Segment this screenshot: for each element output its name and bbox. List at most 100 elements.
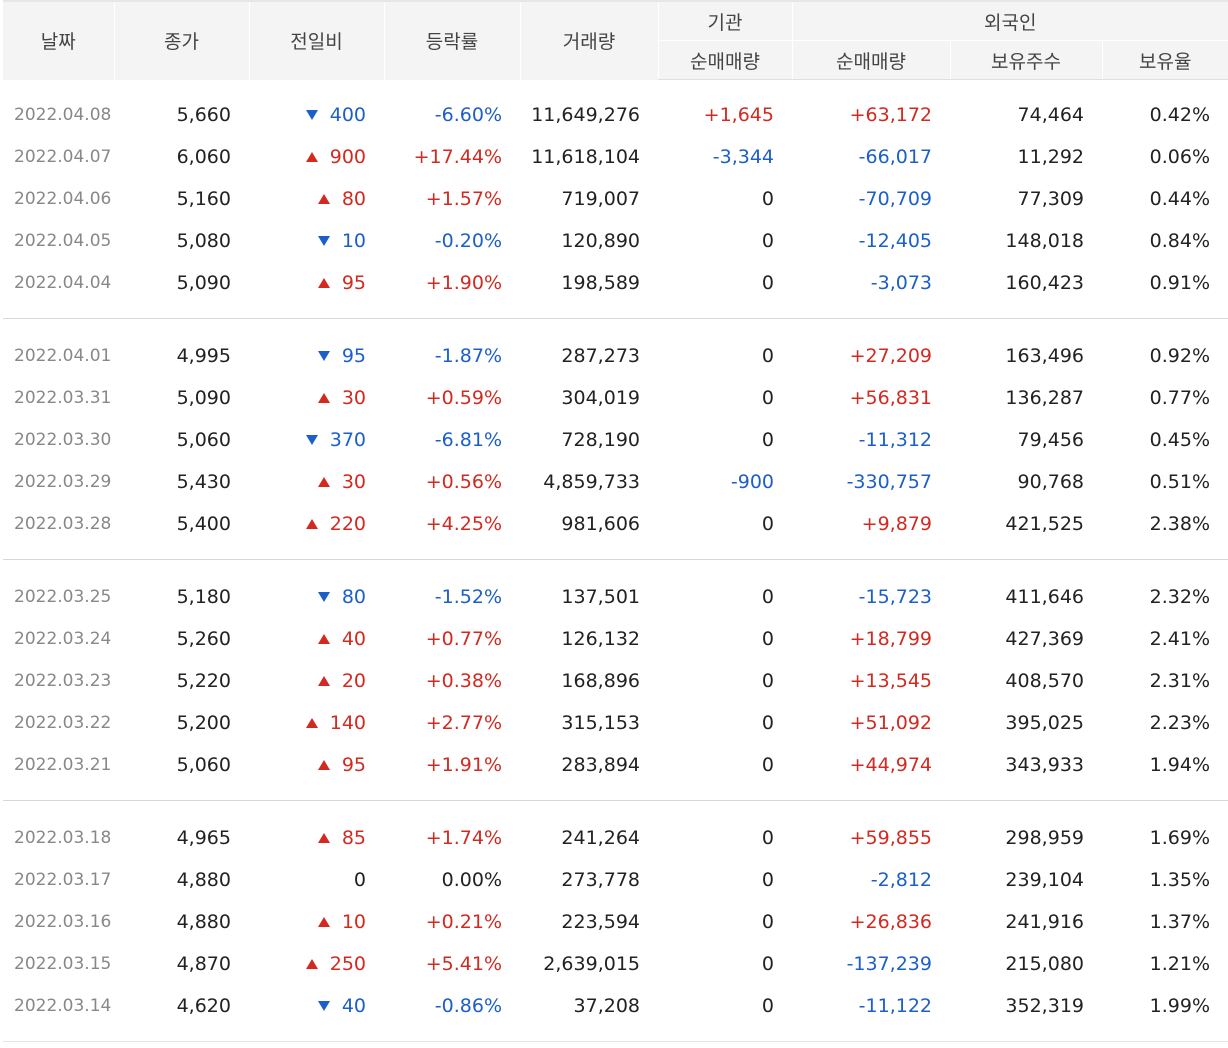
cell-close: 4,880 (176, 869, 231, 891)
cell-foreign-ratio: 0.77% (1149, 387, 1211, 409)
cell-rate: +5.41% (425, 953, 502, 975)
cell-foreign-holdings: 160,423 (1005, 272, 1084, 294)
cell-close: 5,090 (176, 272, 231, 294)
cell-diff-value: 95 (341, 754, 366, 776)
cell-foreign-net: -137,239 (846, 953, 932, 975)
cell-institution-net: 0 (761, 754, 774, 776)
cell-diff: 40 (249, 618, 384, 660)
cell-date: 2022.04.06 (14, 189, 112, 209)
cell-diff: 30 (249, 461, 384, 503)
arrow-down-icon (317, 236, 330, 246)
cell-institution-net: -3,344 (712, 146, 774, 168)
cell-diff: 370 (249, 419, 384, 461)
cell-foreign-ratio: 1.35% (1149, 869, 1211, 891)
table-row: 2022.03.24 5,260 40 +0.77% 126,132 0 +18,799 42… (3, 618, 1228, 660)
cell-diff-value: 40 (341, 628, 366, 650)
table-row: 2022.03.25 5,180 80 -1.52% 137,501 0 -15,723 41… (3, 576, 1228, 618)
header-volume: 거래량 (519, 0, 658, 80)
table-row: 2022.03.22 5,200 140 +2.77% 315,153 0 +51,092 3… (3, 702, 1228, 744)
header-foreign-net: 순매매량 (791, 40, 950, 80)
cell-foreign-net: +9,879 (861, 513, 932, 535)
table-row: 2022.03.28 5,400 220 +4.25% 981,606 0 +9,879 42… (3, 503, 1228, 545)
cell-foreign-ratio: 1.21% (1149, 953, 1211, 975)
cell-rate: -6.60% (434, 104, 502, 126)
cell-foreign-ratio: 0.84% (1149, 230, 1211, 252)
cell-close: 4,620 (176, 995, 231, 1017)
cell-foreign-holdings: 90,768 (1017, 471, 1084, 493)
cell-diff: 10 (249, 901, 384, 943)
cell-rate: +0.21% (425, 911, 502, 933)
cell-foreign-net: +26,836 (849, 911, 932, 933)
cell-diff-value: 30 (341, 387, 366, 409)
arrow-up-icon (305, 519, 318, 529)
cell-close: 5,220 (176, 670, 231, 692)
arrow-up-icon (317, 917, 330, 927)
cell-foreign-ratio: 0.51% (1149, 471, 1211, 493)
cell-foreign-ratio: 0.42% (1149, 104, 1211, 126)
cell-foreign-holdings: 239,104 (1005, 869, 1084, 891)
table-body: 2022.04.08 5,660 400 -6.60% 11,649,276 +1,645… (3, 80, 1228, 1042)
table-header: 날짜 종가 전일비 등락률 거래량 기관 외국인 순매매량 순매매량 보유주수 … (3, 0, 1228, 80)
cell-volume: 315,153 (561, 712, 640, 734)
header-institution-group: 기관 (657, 0, 792, 41)
cell-foreign-net: -3,073 (870, 272, 932, 294)
cell-foreign-ratio: 0.45% (1149, 429, 1211, 451)
cell-close: 5,060 (176, 754, 231, 776)
table-row: 2022.03.16 4,880 10 +0.21% 223,594 0 +26,836 24… (3, 901, 1228, 943)
cell-diff: 400 (249, 94, 384, 136)
cell-foreign-net: +56,831 (849, 387, 932, 409)
cell-rate: -0.86% (434, 995, 502, 1017)
cell-diff: 0 (249, 859, 384, 901)
group-divider (3, 304, 1228, 319)
cell-foreign-net: +59,855 (849, 827, 932, 849)
table-row: 2022.03.29 5,430 30 +0.56% 4,859,733 -900 -330… (3, 461, 1228, 503)
cell-volume: 126,132 (561, 628, 640, 650)
arrow-up-icon (317, 278, 330, 288)
cell-diff: 80 (249, 178, 384, 220)
header-date: 날짜 (3, 0, 114, 80)
cell-diff-value: 250 (329, 953, 366, 975)
cell-institution-net: 0 (761, 911, 774, 933)
cell-foreign-net: -12,405 (858, 230, 932, 252)
cell-close: 5,060 (176, 429, 231, 451)
cell-diff-value: 20 (341, 670, 366, 692)
cell-date: 2022.03.15 (14, 954, 112, 974)
group-spacer (3, 801, 1228, 818)
cell-volume: 168,896 (561, 670, 640, 692)
cell-diff-value: 10 (341, 911, 366, 933)
stock-trading-table: 날짜 종가 전일비 등락률 거래량 기관 외국인 순매매량 순매매량 보유주수 … (3, 0, 1228, 1042)
cell-rate: +1.90% (425, 272, 502, 294)
cell-volume: 241,264 (561, 827, 640, 849)
cell-foreign-net: -66,017 (858, 146, 932, 168)
cell-volume: 137,501 (561, 586, 640, 608)
cell-foreign-holdings: 421,525 (1005, 513, 1084, 535)
cell-diff: 80 (249, 576, 384, 618)
cell-foreign-ratio: 1.37% (1149, 911, 1211, 933)
cell-rate: +4.25% (425, 513, 502, 535)
cell-foreign-ratio: 1.69% (1149, 827, 1211, 849)
cell-foreign-holdings: 77,309 (1017, 188, 1084, 210)
cell-diff-value: 95 (341, 345, 366, 367)
cell-rate: -1.52% (434, 586, 502, 608)
cell-rate: -6.81% (434, 429, 502, 451)
cell-rate: +0.56% (425, 471, 502, 493)
cell-volume: 283,894 (561, 754, 640, 776)
cell-foreign-holdings: 395,025 (1005, 712, 1084, 734)
header-foreign-group: 외국인 (791, 0, 1228, 41)
header-foreign-holdings: 보유주수 (949, 40, 1102, 80)
cell-rate: -0.20% (434, 230, 502, 252)
cell-rate: +17.44% (413, 146, 502, 168)
cell-diff: 20 (249, 660, 384, 702)
cell-rate: +0.59% (425, 387, 502, 409)
cell-volume: 11,649,276 (531, 104, 640, 126)
cell-diff: 30 (249, 377, 384, 419)
cell-foreign-ratio: 0.92% (1149, 345, 1211, 367)
arrow-up-icon (317, 833, 330, 843)
table-row: 2022.03.21 5,060 95 +1.91% 283,894 0 +44,974 34… (3, 744, 1228, 786)
arrow-up-icon (317, 760, 330, 770)
table-row: 2022.03.23 5,220 20 +0.38% 168,896 0 +13,545 40… (3, 660, 1228, 702)
cell-foreign-holdings: 352,319 (1005, 995, 1084, 1017)
cell-institution-net: +1,645 (703, 104, 774, 126)
cell-volume: 37,208 (573, 995, 640, 1017)
cell-diff: 40 (249, 985, 384, 1027)
